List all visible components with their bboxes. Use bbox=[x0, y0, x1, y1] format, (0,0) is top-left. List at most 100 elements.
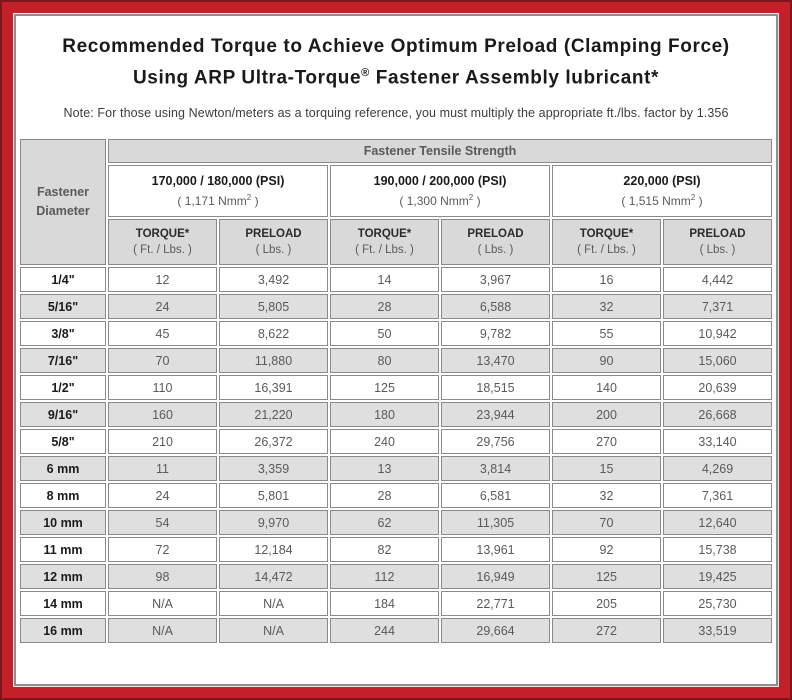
torque-value-cell: 14 bbox=[330, 267, 439, 293]
table-row: 9/16" 160 21,220 180 23,944 200 26,668 bbox=[20, 402, 772, 428]
table-row: 5/8" 210 26,372 240 29,756 270 33,140 bbox=[20, 429, 772, 455]
preload-value-cell: 5,801 bbox=[219, 483, 328, 509]
torque-value-cell: 244 bbox=[330, 618, 439, 644]
preload-value-cell: 12,640 bbox=[663, 510, 772, 536]
psi-header-row: 170,000 / 180,000 (PSI) ( 1,171 Nmm2 ) 1… bbox=[20, 165, 772, 218]
psi-label: 220,000 (PSI) bbox=[623, 174, 701, 189]
preload-value-cell: 12,184 bbox=[219, 537, 328, 563]
tensile-strength-header-row: Fastener Diameter Fastener Tensile Stren… bbox=[20, 139, 772, 266]
torque-value-cell: 62 bbox=[330, 510, 439, 536]
torque-value-cell: 70 bbox=[552, 510, 661, 536]
preload-value-cell: 26,668 bbox=[663, 402, 772, 428]
table-row: 14 mm N/A N/A 184 22,771 205 25,730 bbox=[20, 591, 772, 617]
table-row: 10 mm 54 9,970 62 11,305 70 12,640 bbox=[20, 510, 772, 536]
fastener-diameter-cell: 8 mm bbox=[20, 483, 106, 509]
fastener-diameter-cell: 11 mm bbox=[20, 537, 106, 563]
psi-label: 170,000 / 180,000 (PSI) bbox=[151, 174, 285, 189]
torque-unit: ( Ft. / Lbs. ) bbox=[133, 244, 192, 257]
preload-value-cell: 9,970 bbox=[219, 510, 328, 536]
preload-label: PRELOAD bbox=[245, 228, 302, 241]
fastener-diameter-cell: 16 mm bbox=[20, 618, 106, 644]
table-row: 1/4" 12 3,492 14 3,967 16 4,442 bbox=[20, 267, 772, 293]
torque-value-cell: 125 bbox=[552, 564, 661, 590]
preload-value-cell: 7,361 bbox=[663, 483, 772, 509]
preload-value-cell: 18,515 bbox=[441, 375, 550, 401]
preload-value-cell: 3,492 bbox=[219, 267, 328, 293]
preload-value-cell: 29,756 bbox=[441, 429, 550, 455]
preload-value-cell: 15,738 bbox=[663, 537, 772, 563]
torque-value-cell: 110 bbox=[108, 375, 217, 401]
preload-value-cell: 29,664 bbox=[441, 618, 550, 644]
torque-value-cell: 45 bbox=[108, 321, 217, 347]
title-line2-post: Fastener Assembly lubricant* bbox=[369, 67, 660, 89]
preload-value-cell: 13,470 bbox=[441, 348, 550, 374]
preload-unit: ( Lbs. ) bbox=[255, 244, 292, 257]
fastener-diameter-cell: 7/16" bbox=[20, 348, 106, 374]
preload-value-cell: 7,371 bbox=[663, 294, 772, 320]
nmm-label: ( 1,171 Nmm2 ) bbox=[177, 193, 259, 209]
torque-value-cell: 50 bbox=[330, 321, 439, 347]
torque-label: TORQUE* bbox=[357, 228, 412, 241]
superscript-2: 2 bbox=[246, 193, 252, 203]
torque-unit: ( Ft. / Lbs. ) bbox=[355, 244, 414, 257]
page-title-line1: Recommended Torque to Achieve Optimum Pr… bbox=[62, 36, 730, 57]
preload-unit: ( Lbs. ) bbox=[699, 244, 736, 257]
preload-value-cell: N/A bbox=[219, 591, 328, 617]
torque-header-cell: TORQUE* ( Ft. / Lbs. ) bbox=[552, 219, 661, 266]
preload-value-cell: 3,967 bbox=[441, 267, 550, 293]
psi-label: 190,000 / 200,000 (PSI) bbox=[373, 174, 507, 189]
preload-unit: ( Lbs. ) bbox=[477, 244, 514, 257]
fastener-diameter-cell: 1/4" bbox=[20, 267, 106, 293]
table-row: 3/8" 45 8,622 50 9,782 55 10,942 bbox=[20, 321, 772, 347]
torque-value-cell: 12 bbox=[108, 267, 217, 293]
superscript-2: 2 bbox=[690, 193, 696, 203]
preload-header-cell: PRELOAD ( Lbs. ) bbox=[219, 219, 328, 266]
torque-value-cell: 11 bbox=[108, 456, 217, 482]
torque-header-cell: TORQUE* ( Ft. / Lbs. ) bbox=[330, 219, 439, 266]
preload-value-cell: 6,581 bbox=[441, 483, 550, 509]
fastener-diameter-cell: 10 mm bbox=[20, 510, 106, 536]
torque-value-cell: 16 bbox=[552, 267, 661, 293]
torque-value-cell: 70 bbox=[108, 348, 217, 374]
preload-value-cell: 13,961 bbox=[441, 537, 550, 563]
torque-label: TORQUE* bbox=[135, 228, 190, 241]
torque-value-cell: 205 bbox=[552, 591, 661, 617]
torque-value-cell: 200 bbox=[552, 402, 661, 428]
fastener-diameter-cell: 6 mm bbox=[20, 456, 106, 482]
document-header: Recommended Torque to Achieve Optimum Pr… bbox=[16, 16, 776, 120]
table-row: 1/2" 110 16,391 125 18,515 140 20,639 bbox=[20, 375, 772, 401]
corner-label-line2: Diameter bbox=[36, 204, 90, 219]
torque-value-cell: 160 bbox=[108, 402, 217, 428]
preload-value-cell: 11,305 bbox=[441, 510, 550, 536]
torque-value-cell: 80 bbox=[330, 348, 439, 374]
preload-value-cell: 19,425 bbox=[663, 564, 772, 590]
title-line2-pre: Using ARP Ultra-Torque bbox=[132, 67, 362, 89]
torque-preload-header-row: TORQUE* ( Ft. / Lbs. ) PRELOAD ( Lbs. ) … bbox=[20, 219, 772, 266]
table-row: 12 mm 98 14,472 112 16,949 125 19,425 bbox=[20, 564, 772, 590]
preload-value-cell: 20,639 bbox=[663, 375, 772, 401]
table-row: 16 mm N/A N/A 244 29,664 272 33,519 bbox=[20, 618, 772, 644]
torque-unit: ( Ft. / Lbs. ) bbox=[577, 244, 636, 257]
torque-value-cell: 98 bbox=[108, 564, 217, 590]
torque-value-cell: 24 bbox=[108, 483, 217, 509]
preload-value-cell: 8,622 bbox=[219, 321, 328, 347]
psi-group-cell-190-200: 190,000 / 200,000 (PSI) ( 1,300 Nmm2 ) bbox=[330, 165, 550, 218]
tensile-strength-header-cell: Fastener Tensile Strength bbox=[108, 139, 772, 164]
preload-value-cell: 16,949 bbox=[441, 564, 550, 590]
psi-group-cell-170-180: 170,000 / 180,000 (PSI) ( 1,171 Nmm2 ) bbox=[108, 165, 328, 218]
preload-value-cell: 15,060 bbox=[663, 348, 772, 374]
registered-trademark-symbol: ® bbox=[361, 67, 370, 79]
torque-label: TORQUE* bbox=[579, 228, 634, 241]
table-row: 5/16" 24 5,805 28 6,588 32 7,371 bbox=[20, 294, 772, 320]
fastener-diameter-cell: 12 mm bbox=[20, 564, 106, 590]
torque-value-cell: 28 bbox=[330, 483, 439, 509]
preload-value-cell: 14,472 bbox=[219, 564, 328, 590]
torque-value-cell: 24 bbox=[108, 294, 217, 320]
preload-value-cell: 21,220 bbox=[219, 402, 328, 428]
torque-value-cell: 54 bbox=[108, 510, 217, 536]
preload-value-cell: 11,880 bbox=[219, 348, 328, 374]
torque-value-cell: 32 bbox=[552, 483, 661, 509]
document-panel: Recommended Torque to Achieve Optimum Pr… bbox=[14, 14, 778, 686]
table-row: 8 mm 24 5,801 28 6,581 32 7,361 bbox=[20, 483, 772, 509]
preload-label: PRELOAD bbox=[467, 228, 524, 241]
